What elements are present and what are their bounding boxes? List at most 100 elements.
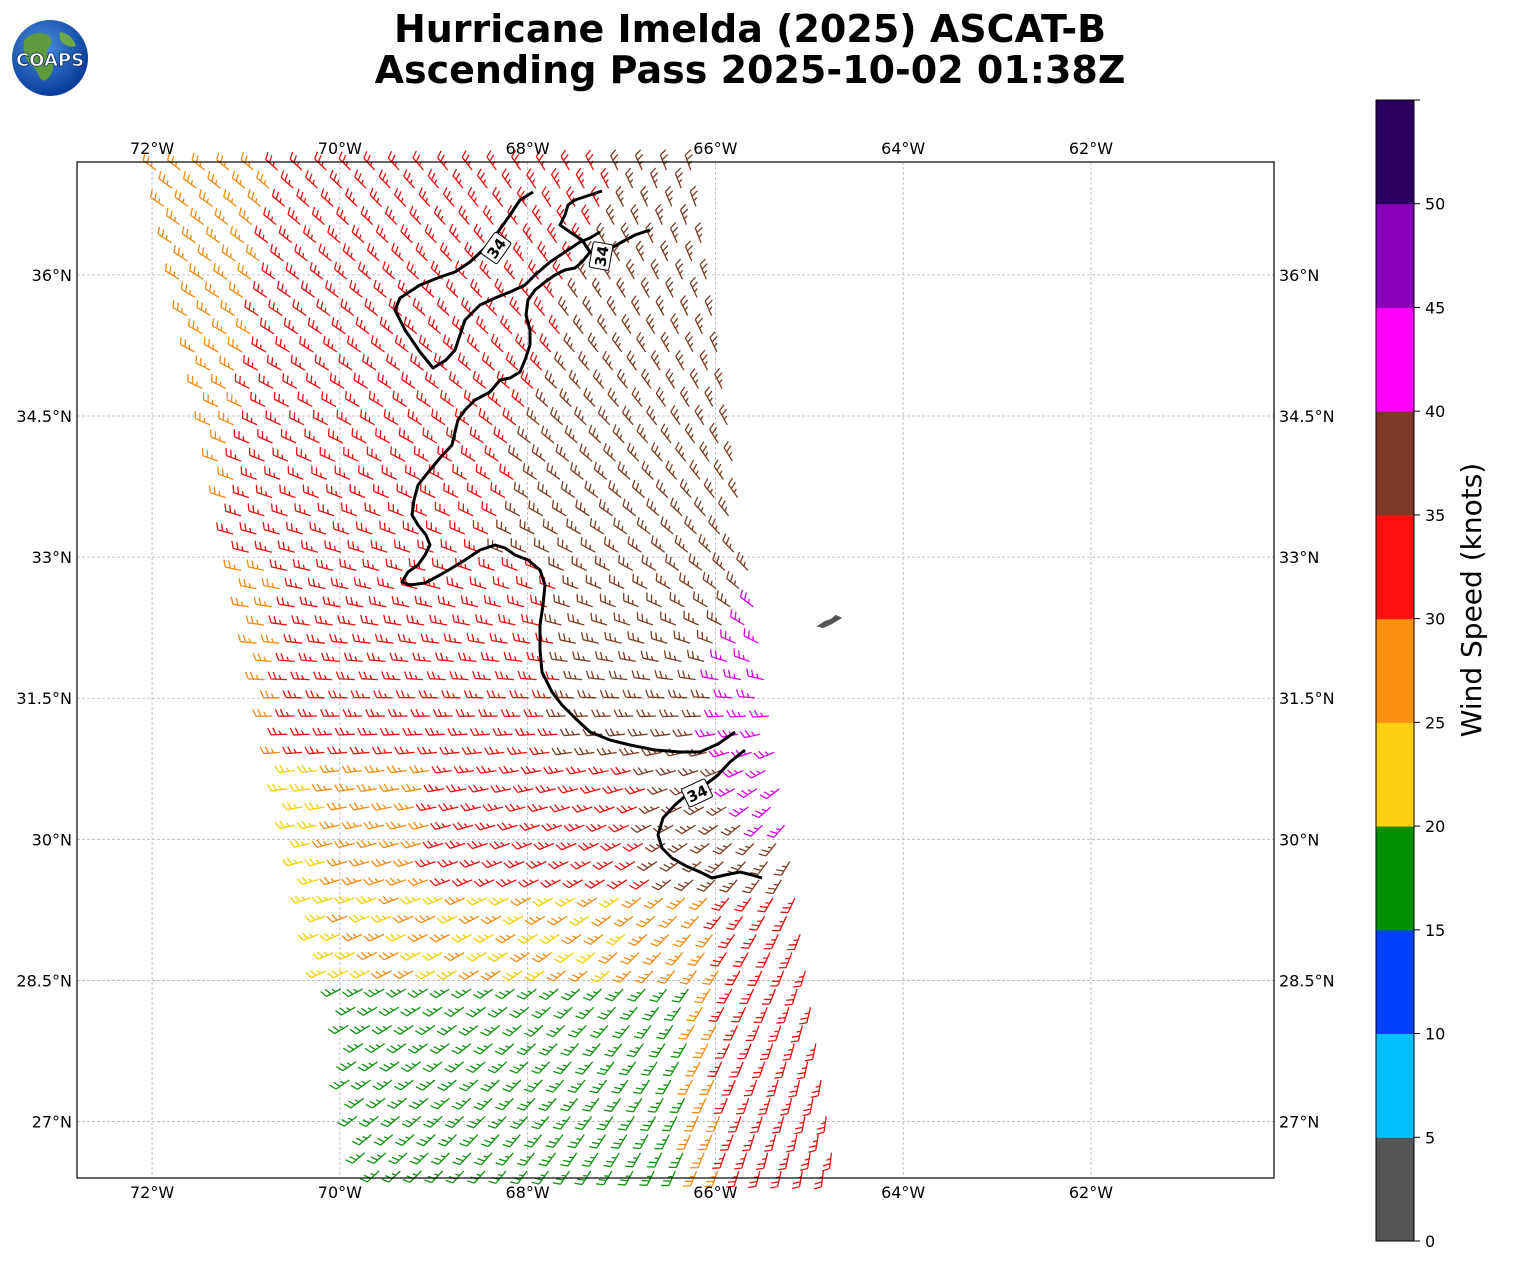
wind-barb	[764, 1134, 777, 1152]
wind-barb	[575, 499, 590, 517]
wind-barb	[280, 170, 294, 189]
wind-barb	[443, 633, 462, 644]
wind-barb	[500, 315, 513, 335]
lat-tick-label-right: 30°N	[1279, 830, 1319, 849]
wind-barb	[327, 746, 348, 755]
wind-barb	[473, 1043, 493, 1055]
wind-barb	[585, 149, 595, 171]
wind-barb	[580, 536, 596, 553]
wind-barb	[589, 1134, 606, 1149]
lon-tick-label-bottom: 64°W	[881, 1183, 925, 1202]
wind-barb	[347, 539, 365, 553]
wind-barb	[663, 1006, 682, 1022]
wind-barb	[414, 915, 436, 924]
wind-barb	[751, 806, 772, 819]
wind-barb	[335, 671, 356, 681]
wind-barb	[292, 299, 307, 317]
wind-barb	[694, 313, 703, 335]
wind-barb	[756, 1152, 769, 1171]
wind-barb	[490, 482, 506, 499]
wind-barb	[630, 295, 641, 316]
wind-barb	[530, 594, 548, 608]
wind-barb	[670, 1043, 687, 1059]
wind-barb	[495, 878, 517, 888]
wind-barb	[210, 373, 227, 389]
wind-barb	[492, 727, 513, 736]
wind-barb	[400, 224, 413, 244]
wind-barb	[708, 749, 730, 758]
wind-barb	[683, 806, 705, 816]
wind-barb	[791, 1170, 803, 1190]
wind-barb	[279, 484, 296, 499]
wind-barb	[696, 629, 714, 644]
wind-barb	[490, 784, 512, 793]
wind-barb	[680, 915, 700, 929]
wind-barb	[307, 317, 323, 335]
wind-barb	[672, 728, 693, 738]
wind-barb	[291, 615, 310, 626]
wind-barb	[487, 952, 509, 962]
wind-barb	[709, 422, 719, 444]
wind-barb	[716, 988, 733, 1004]
wind-barb	[297, 391, 313, 408]
wind-barb	[753, 1006, 768, 1023]
wind-barb	[312, 951, 334, 960]
wind-barb	[757, 897, 774, 913]
wind-barb	[463, 538, 481, 553]
wind-barb	[613, 612, 631, 626]
wind-barb	[546, 222, 558, 244]
colorbar-segment	[1376, 514, 1414, 620]
wind-barb	[743, 824, 763, 837]
wind-barb	[246, 559, 265, 572]
wind-barb	[424, 224, 437, 244]
wind-barb	[545, 1079, 565, 1093]
wind-barb	[537, 728, 558, 737]
wind-barb	[444, 840, 466, 849]
wind-barb	[460, 297, 474, 317]
wind-barb	[541, 186, 552, 207]
wind-barb	[516, 1097, 536, 1111]
wind-barb	[385, 558, 403, 572]
wind-barb	[669, 1097, 686, 1114]
wind-barb	[729, 1061, 744, 1078]
wind-barb	[223, 189, 237, 207]
wind-barb	[465, 952, 487, 962]
wind-barb	[197, 244, 212, 262]
lon-tick-label-bottom: 66°W	[693, 1183, 737, 1202]
wind-barb	[452, 168, 464, 189]
wind-barb	[422, 840, 444, 849]
wind-barb	[502, 1024, 522, 1037]
wind-barb	[320, 188, 334, 207]
wind-barb	[385, 877, 407, 886]
wind-barb	[641, 747, 662, 757]
wind-barb	[255, 484, 273, 499]
wind-barb	[621, 313, 632, 335]
wind-barb	[510, 897, 532, 907]
wind-barb	[486, 690, 506, 699]
wind-barb	[426, 671, 446, 681]
wind-barb	[173, 244, 188, 262]
wind-barb	[658, 709, 679, 718]
wind-barb	[581, 1097, 600, 1112]
wind-barb	[430, 821, 451, 831]
wind-barb	[394, 334, 409, 353]
wind-barb	[374, 633, 394, 644]
wind-barb	[573, 406, 587, 426]
wind-barb	[384, 206, 398, 226]
wind-barb	[383, 409, 399, 426]
wind-barb	[508, 444, 523, 462]
wind-barb	[667, 689, 688, 699]
wind-barb	[179, 337, 195, 353]
wind-barb	[439, 242, 453, 262]
wind-barb	[723, 668, 742, 681]
wind-barb	[340, 502, 358, 517]
wind-barb	[593, 461, 608, 480]
wind-barb	[582, 1043, 601, 1057]
wind-barb	[567, 1079, 586, 1094]
wind-barb	[699, 1079, 715, 1096]
colorbar-segment	[1376, 722, 1414, 827]
wind-barb	[598, 498, 613, 517]
wind-barb	[538, 1097, 557, 1112]
wind-barb	[498, 613, 516, 626]
wind-barb	[370, 335, 385, 353]
